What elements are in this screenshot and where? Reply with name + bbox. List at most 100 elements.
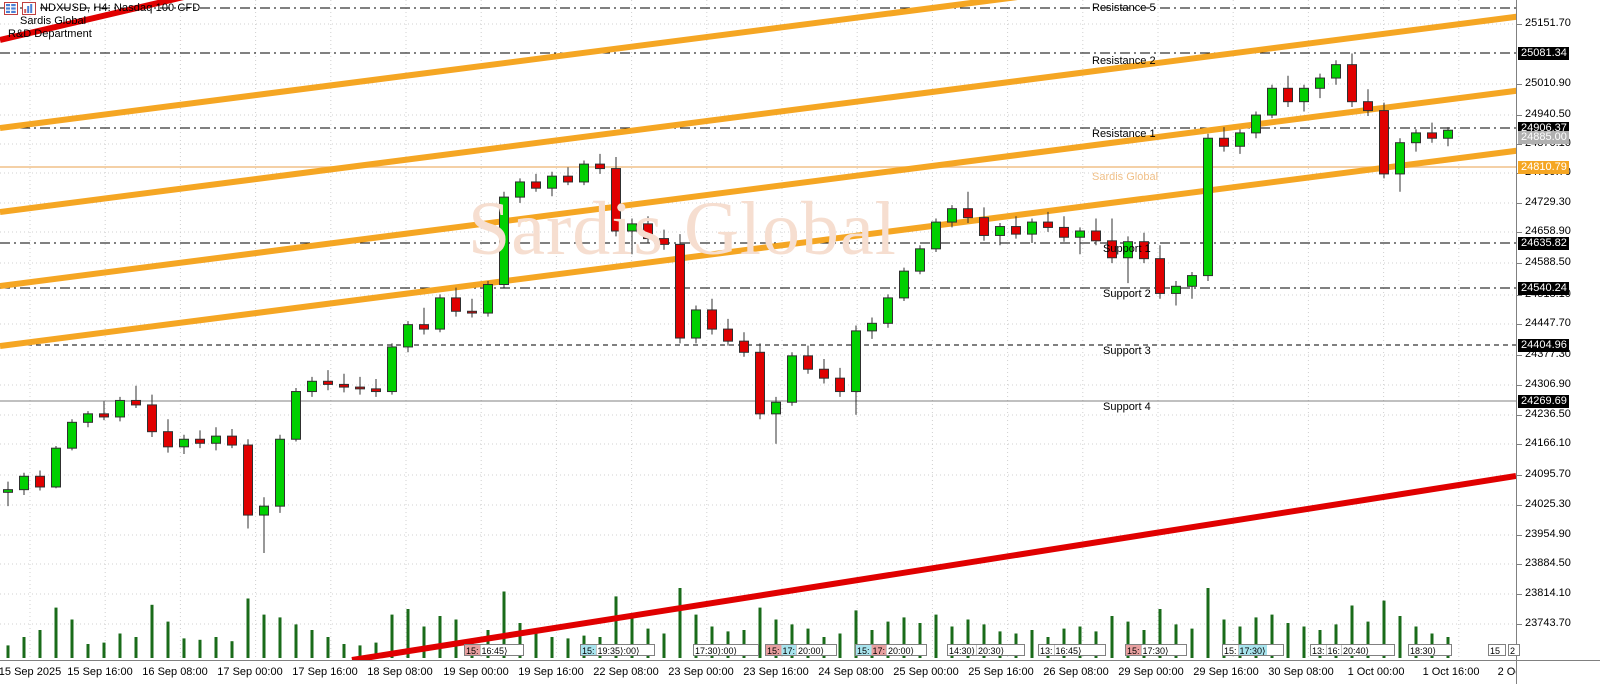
candle <box>387 346 397 393</box>
volume-bar <box>310 630 314 658</box>
price-tick-mark <box>1517 295 1522 296</box>
candle <box>867 322 877 332</box>
candle <box>323 380 333 385</box>
candle <box>1299 87 1309 103</box>
time-tick-label: 22 Sep 08:00 <box>593 666 659 678</box>
volume-bar <box>1286 623 1290 658</box>
volume-bar <box>390 614 394 658</box>
volume-bar <box>150 604 154 658</box>
time-tick-label: 30 Sep 08:00 <box>1268 666 1334 678</box>
period-marker[interactable]: 15: 17: 20:00⟩ <box>765 644 837 656</box>
candle <box>483 284 493 314</box>
chart-plot-area[interactable]: Sardis Global Resistance 5 Resistance 2 Re… <box>0 0 1516 660</box>
price-axis[interactable]: 25151.70 25081.34 25010.90 24940.50 24906.37… <box>1516 0 1600 660</box>
period-marker[interactable]: 15 <box>1488 644 1506 656</box>
time-tick-label: 17 Sep 00:00 <box>217 666 283 678</box>
volume-bar <box>662 633 666 658</box>
chart-canvas <box>0 0 1516 660</box>
candle <box>547 175 557 189</box>
candle <box>659 238 669 245</box>
volume-bar <box>262 614 266 658</box>
volume-bar <box>38 630 42 658</box>
trend-channels[interactable] <box>0 0 1516 349</box>
candle <box>563 175 573 183</box>
candle <box>1283 87 1293 103</box>
price-tag-black: 24540.24 <box>1518 282 1569 295</box>
price-tick-label: 24377.30 <box>1525 348 1571 360</box>
period-marker[interactable]: 15: 16:45⟩ <box>464 644 524 656</box>
candle <box>227 435 237 446</box>
price-tick-label: 23954.90 <box>1525 528 1571 540</box>
period-marker-cell: 17:30⟩ <box>1238 645 1267 656</box>
period-marker-cell: 20:00⟩ <box>888 646 915 656</box>
horizontal-levels <box>0 7 1516 402</box>
price-tick-label: 24236.50 <box>1525 408 1571 420</box>
candle <box>1315 77 1325 89</box>
period-marker[interactable]: 13: 16: 20:40⟩ <box>1310 644 1395 656</box>
major-trend-lines[interactable] <box>0 0 1516 660</box>
price-tick-label: 24658.90 <box>1525 225 1571 237</box>
time-axis[interactable]: 15 Sep 2025 15 Sep 16:00 16 Sep 08:00 17 Se… <box>0 660 1600 684</box>
volume-bar <box>1350 605 1354 658</box>
candle <box>707 309 717 330</box>
candle <box>915 248 925 272</box>
volume-bar <box>838 633 842 658</box>
candlestick-series[interactable] <box>3 53 1453 553</box>
period-marker[interactable]: 2 <box>1508 644 1520 656</box>
candle <box>1139 241 1149 260</box>
period-marker[interactable]: 14:30⟩ 20:30⟩ <box>947 644 1025 656</box>
time-tick-label: 1 Oct 16:00 <box>1422 666 1480 678</box>
period-marker[interactable]: 17:30⟩:00⟩ <box>693 644 759 656</box>
candle <box>787 355 797 403</box>
volume-bar <box>1238 626 1242 658</box>
price-tick-label: 23884.50 <box>1525 557 1571 569</box>
price-tick-mark <box>1517 203 1522 204</box>
volume-bar <box>1302 626 1306 658</box>
candle <box>147 404 157 433</box>
candle <box>195 438 205 444</box>
volume-bar <box>566 638 570 658</box>
candle <box>1235 132 1245 147</box>
candle <box>931 221 941 250</box>
candle <box>131 399 141 406</box>
volume-bar <box>966 619 970 658</box>
candle <box>435 297 445 330</box>
volume-bar <box>1254 617 1258 658</box>
volume-bar <box>1414 626 1418 658</box>
candle <box>1059 226 1069 238</box>
period-marker[interactable]: 15: 17:30⟩ <box>1125 644 1187 656</box>
volume-bar <box>694 614 698 658</box>
price-tick-mark <box>1517 475 1522 476</box>
period-marker-cell: 20:40⟩ <box>1343 646 1370 656</box>
period-marker[interactable]: 15: 17: 20:00⟩ <box>855 644 927 656</box>
volume-bar <box>134 637 138 658</box>
candle <box>643 223 653 240</box>
candle <box>851 330 861 393</box>
candle <box>1123 241 1133 259</box>
candle <box>1219 137 1229 147</box>
candle <box>947 208 957 223</box>
candle <box>1427 132 1437 139</box>
period-marker-cell: 15: <box>581 645 597 656</box>
period-marker[interactable]: 15: 19:35⟩:00⟩ <box>580 644 655 656</box>
period-marker[interactable]: 18:30⟩ <box>1408 644 1452 656</box>
candle <box>1347 64 1357 103</box>
volume-bar <box>294 624 298 658</box>
volume-bar <box>422 626 426 658</box>
period-marker-cell: 16:45⟩ <box>481 646 508 656</box>
candle <box>835 377 845 393</box>
candle <box>1043 221 1053 228</box>
candle <box>611 168 621 232</box>
candle <box>979 217 989 236</box>
grid-lines <box>0 0 1516 660</box>
period-marker[interactable]: 15: 17:30⟩ <box>1222 644 1284 656</box>
period-marker[interactable]: 13: 16:45⟩ <box>1038 644 1106 656</box>
period-marker-cell: 13: <box>1312 645 1327 656</box>
volume-bar <box>54 607 58 658</box>
candle <box>691 309 701 339</box>
price-tick-mark <box>1517 415 1522 416</box>
candle <box>739 340 749 353</box>
volume-bar <box>214 637 218 658</box>
candle <box>1027 221 1037 235</box>
candle <box>1107 240 1117 259</box>
